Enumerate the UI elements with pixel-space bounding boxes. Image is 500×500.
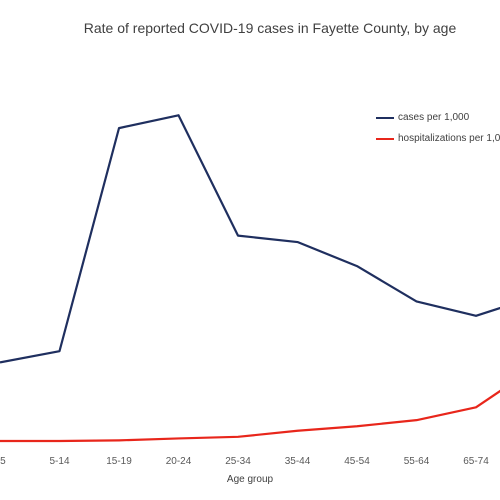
- x-tick-label-4: 25-34: [225, 456, 251, 467]
- legend-entry-hospitalizations: hospitalizations per 1,000: [376, 128, 500, 149]
- legend-swatch-cases: [376, 116, 394, 119]
- x-tick-label-7: 55-64: [404, 456, 430, 467]
- x-tick-label-8: 65-74: [463, 456, 489, 467]
- x-tick-label-6: 45-54: [344, 456, 370, 467]
- series-line-0: [0, 114, 500, 364]
- legend-entry-cases: cases per 1,000: [376, 107, 500, 128]
- x-tick-label-1: 5-14: [49, 456, 69, 467]
- legend-label-hospitalizations: hospitalizations per 1,000: [398, 133, 500, 144]
- x-tick-label-5: 35-44: [285, 456, 311, 467]
- x-tick-label-2: 15-19: [106, 456, 132, 467]
- legend-swatch-hospitalizations: [376, 137, 394, 140]
- x-axis-title: Age group: [226, 474, 274, 485]
- series-line-1: [0, 389, 500, 443]
- legend-label-cases: cases per 1,000: [398, 112, 470, 123]
- x-tick-label-0: <5: [0, 456, 6, 467]
- x-tick-label-3: 20-24: [166, 456, 192, 467]
- chart-title: Rate of reported COVID-19 cases in Fayet…: [83, 20, 457, 36]
- legend: cases per 1,000 hospitalizations per 1,0…: [376, 107, 500, 149]
